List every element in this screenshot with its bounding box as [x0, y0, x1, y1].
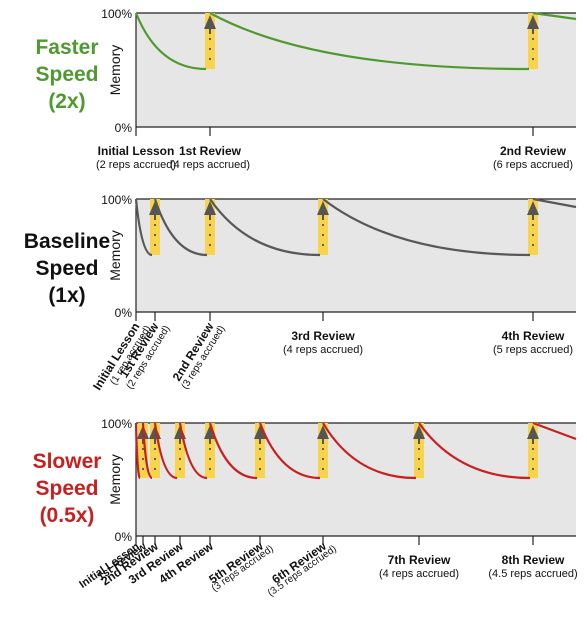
faster-review-sub: (4 reps accrued) [170, 159, 250, 171]
slower-review-marker [254, 423, 266, 478]
slower-review-sub: (4.5 reps accrued) [488, 568, 577, 580]
slower-forgetting-curve [418, 422, 531, 480]
baseline-speed-suffix: Speed [35, 257, 99, 280]
baseline-y-bottom-label: 0% [115, 306, 133, 320]
slower-review-title: 8th Review [502, 553, 565, 567]
baseline-forgetting-curve [532, 197, 577, 209]
slower-forgetting-curve [141, 422, 153, 480]
slower-forgetting-curve [532, 421, 577, 441]
faster-forgetting-curve [532, 11, 577, 21]
faster-y-axis-label: Memory [107, 45, 123, 96]
slower-y-bottom-label: 0% [115, 530, 133, 544]
faster-speed-label: Faster Speed (2x) [0, 34, 134, 115]
slower-forgetting-curve [153, 422, 178, 480]
baseline-review-marker [149, 199, 161, 255]
slower-plot-area [136, 423, 576, 536]
slower-forgetting-curve [208, 422, 258, 480]
faster-review-sub: (2 reps accrued) [96, 159, 176, 171]
faster-forgetting-curve [134, 12, 207, 71]
baseline-forgetting-curve [209, 198, 321, 257]
baseline-review-marker [317, 199, 329, 255]
faster-review-marker [527, 13, 539, 69]
slower-review-marker [204, 423, 216, 478]
slower-review-title: 7th Review [388, 553, 451, 567]
faster-review-title: 1st Review [179, 144, 242, 158]
baseline-y-top-label: 100% [101, 193, 132, 207]
slower-y-axis-label: Memory [107, 454, 123, 505]
baseline-review-sub: (4 reps accrued) [283, 344, 363, 356]
baseline-forgetting-curve [322, 198, 531, 257]
slower-speed-word: Slower [32, 450, 102, 473]
faster-speed-panel: Faster Speed (2x) 100% 0% Memory Initial Le… [0, 0, 587, 180]
slower-review-marker [527, 423, 539, 478]
slower-review-marker [317, 423, 329, 478]
baseline-review-title: 4th Review [502, 329, 565, 343]
faster-speed-suffix: Speed [35, 63, 99, 86]
faster-review-marker [204, 13, 216, 69]
faster-speed-multiplier: (2x) [48, 90, 86, 113]
slower-forgetting-curve [322, 422, 417, 480]
faster-review-sub: (6 reps accrued) [493, 159, 573, 171]
slower-speed-label: Slower Speed (0.5x) [0, 448, 134, 529]
baseline-review-title: 3rd Review [291, 329, 355, 343]
slower-review-marker [174, 423, 186, 478]
slower-review-sub: (4 reps accrued) [379, 568, 459, 580]
slower-y-top-label: 100% [101, 417, 132, 431]
faster-y-bottom-label: 0% [115, 121, 133, 135]
baseline-forgetting-curve [134, 198, 153, 257]
faster-speed-chart: 100% 0% Memory Initial Lesson(2 reps accrue… [96, 7, 577, 171]
baseline-speed-panel: Baseline Speed (1x) 100% 0% Memory Initial … [0, 193, 577, 393]
slower-forgetting-curve [178, 422, 208, 480]
baseline-review-marker [204, 199, 216, 255]
baseline-speed-label: Baseline Speed (1x) [0, 228, 134, 309]
slower-forgetting-curve [258, 422, 321, 480]
slower-forgetting-curve [134, 422, 142, 480]
baseline-speed-word: Baseline [23, 230, 111, 253]
baseline-speed-multiplier: (1x) [48, 284, 86, 307]
baseline-review-sub: (5 reps accrued) [493, 344, 573, 356]
faster-review-title: Initial Lesson [98, 144, 175, 158]
baseline-y-axis-label: Memory [107, 230, 123, 281]
slower-review-marker [413, 423, 425, 478]
baseline-review-marker [527, 199, 539, 255]
faster-y-top-label: 100% [101, 7, 132, 21]
faster-review-title: 2nd Review [500, 144, 567, 158]
slower-speed-suffix: Speed [35, 477, 99, 500]
baseline-forgetting-curve [153, 198, 208, 257]
slower-speed-multiplier: (0.5x) [39, 504, 95, 527]
faster-speed-word: Faster [35, 36, 99, 59]
faster-forgetting-curve [209, 12, 530, 71]
